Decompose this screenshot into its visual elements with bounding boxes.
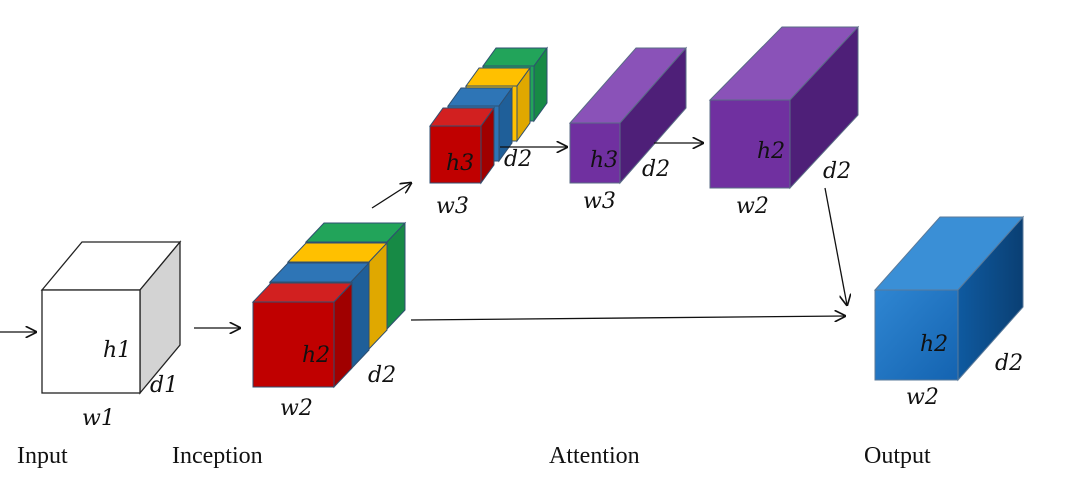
output-block: h2 d2 w2 (873, 215, 1025, 410)
attn-large-depth-label: d2 (823, 159, 851, 184)
input-width-label: w1 (82, 406, 115, 431)
inception-depth-label: d2 (368, 363, 396, 388)
arrow-attention-to-output (824, 187, 847, 305)
attn-small-front (569, 122, 621, 184)
inception-red-front (252, 301, 335, 388)
attn-small-depth-label: d2 (642, 157, 670, 182)
output-width-label: w2 (906, 385, 939, 410)
attn-large-height-label: h2 (757, 139, 785, 164)
inception-width-label: w2 (280, 396, 313, 421)
input-height-label: h1 (103, 338, 131, 363)
attention-small-block: h3 d2 w3 (568, 46, 688, 214)
attn-stack-width-label: w3 (436, 194, 469, 219)
output-front (874, 289, 959, 381)
inception-stack: h2 d2 w2 (251, 221, 407, 421)
input-block-front (41, 289, 141, 394)
inception-yellow-side (368, 241, 388, 351)
stage-label-input: Input (17, 443, 68, 469)
inception-height-label: h2 (302, 343, 330, 368)
output-height-label: h2 (920, 332, 948, 357)
stage-label-output: Output (864, 443, 931, 469)
output-depth-label: d2 (995, 351, 1023, 376)
stage-label-attention: Attention (549, 443, 640, 469)
attn-small-width-label: w3 (583, 189, 616, 214)
input-block: h1 d1 w1 (40, 240, 182, 431)
inception-red-side (333, 281, 353, 389)
attn-stack-depth-label: d2 (504, 147, 532, 172)
attention-large-block: h2 d2 w2 (708, 25, 860, 219)
inception-blue-side (350, 261, 370, 371)
stage-label-inception: Inception (172, 443, 263, 469)
attn-stack-height-label: h3 (446, 151, 474, 176)
input-depth-label: d1 (150, 373, 178, 398)
attn-stack-red-front (429, 125, 482, 184)
inception-green-side (386, 221, 406, 331)
arrow-inception-to-attention (371, 183, 411, 209)
arrow-inception-to-output (410, 316, 845, 320)
attn-small-height-label: h3 (590, 148, 618, 173)
attention-small-stack: h3 d2 w3 (429, 46, 548, 219)
attn-large-front (709, 99, 791, 189)
attn-large-width-label: w2 (736, 194, 769, 219)
